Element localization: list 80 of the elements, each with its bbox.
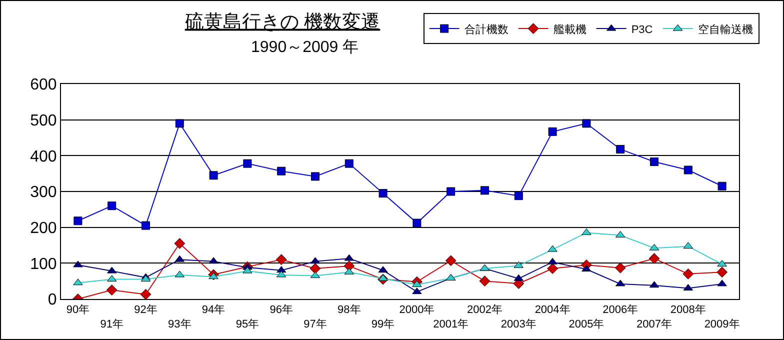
- point: [717, 280, 727, 286]
- x-tick-label: 93年: [168, 318, 192, 330]
- point: [412, 280, 422, 287]
- x-tick-label: 2000年: [399, 304, 435, 316]
- point: [208, 257, 218, 264]
- legend-label: 合計機数: [464, 22, 508, 36]
- point: [480, 186, 489, 195]
- x-tick-label: 2004年: [534, 304, 570, 316]
- x-tick-label: 96年: [270, 304, 293, 316]
- x-tick-label: 90年: [66, 304, 90, 316]
- point: [378, 189, 388, 198]
- point: [378, 266, 388, 273]
- y-tick-label: 300: [30, 184, 57, 202]
- point: [276, 254, 287, 266]
- y-tick-label: 100: [30, 256, 57, 273]
- point: [277, 166, 286, 176]
- point: [648, 253, 660, 264]
- point: [582, 119, 591, 128]
- point: [106, 284, 118, 296]
- point: [582, 265, 592, 272]
- point: [209, 171, 218, 180]
- y-tick-label: 400: [30, 148, 57, 166]
- point: [74, 216, 82, 226]
- x-tick-label: 2007年: [636, 318, 672, 330]
- x-tick-label: 94年: [202, 304, 226, 316]
- point: [310, 263, 321, 274]
- chart-title: 硫黄島行きの 機数変遷: [184, 10, 380, 33]
- x-tick-label: 2001年: [433, 318, 469, 330]
- point: [547, 263, 558, 274]
- x-tick-label: 92年: [134, 304, 158, 316]
- point: [445, 255, 456, 266]
- point: [548, 127, 557, 136]
- x-tick-label: 91年: [100, 318, 124, 330]
- point: [344, 159, 354, 168]
- point: [174, 238, 186, 249]
- legend-label: 空自輸送機: [698, 22, 753, 36]
- x-tick-label: 97年: [304, 318, 327, 330]
- point: [142, 221, 150, 230]
- point: [242, 266, 252, 274]
- x-tick-label: 2009年: [704, 318, 740, 330]
- point: [311, 172, 320, 181]
- point: [548, 258, 558, 264]
- x-tick-label: 2003年: [500, 318, 536, 330]
- y-tick-label: 200: [30, 220, 57, 237]
- y-tick-label: 0: [48, 292, 57, 309]
- point: [650, 158, 658, 166]
- point: [140, 288, 152, 299]
- x-tick-label: 2006年: [602, 304, 638, 316]
- y-tick-label: 500: [30, 112, 57, 130]
- point: [446, 187, 456, 196]
- point: [243, 159, 252, 168]
- point: [716, 266, 728, 278]
- point: [682, 268, 694, 280]
- point: [108, 202, 116, 210]
- point: [582, 228, 592, 235]
- point: [412, 218, 422, 228]
- x-tick-label: 2005年: [568, 318, 604, 330]
- point: [548, 245, 558, 252]
- legend-label: P3C: [631, 24, 653, 36]
- point: [718, 182, 726, 190]
- x-tick-label: 95年: [236, 318, 260, 330]
- point: [684, 166, 692, 174]
- x-tick-label: 98年: [338, 304, 361, 316]
- point: [378, 274, 388, 281]
- x-tick-label: 2002年: [467, 304, 502, 316]
- point: [175, 119, 184, 128]
- y-tick-label: 600: [30, 76, 57, 94]
- point: [717, 260, 727, 266]
- point: [514, 192, 523, 200]
- legend-label: 艦載機: [553, 22, 586, 36]
- x-tick-label: 2008年: [670, 304, 706, 316]
- point: [616, 144, 625, 154]
- chart-subtitle: 1990～2009 年: [251, 39, 359, 56]
- x-tick-label: 99年: [371, 318, 395, 330]
- point: [73, 260, 83, 268]
- point: [412, 288, 422, 294]
- point: [479, 276, 490, 287]
- point: [208, 272, 218, 280]
- point: [614, 262, 626, 274]
- point: [73, 278, 83, 286]
